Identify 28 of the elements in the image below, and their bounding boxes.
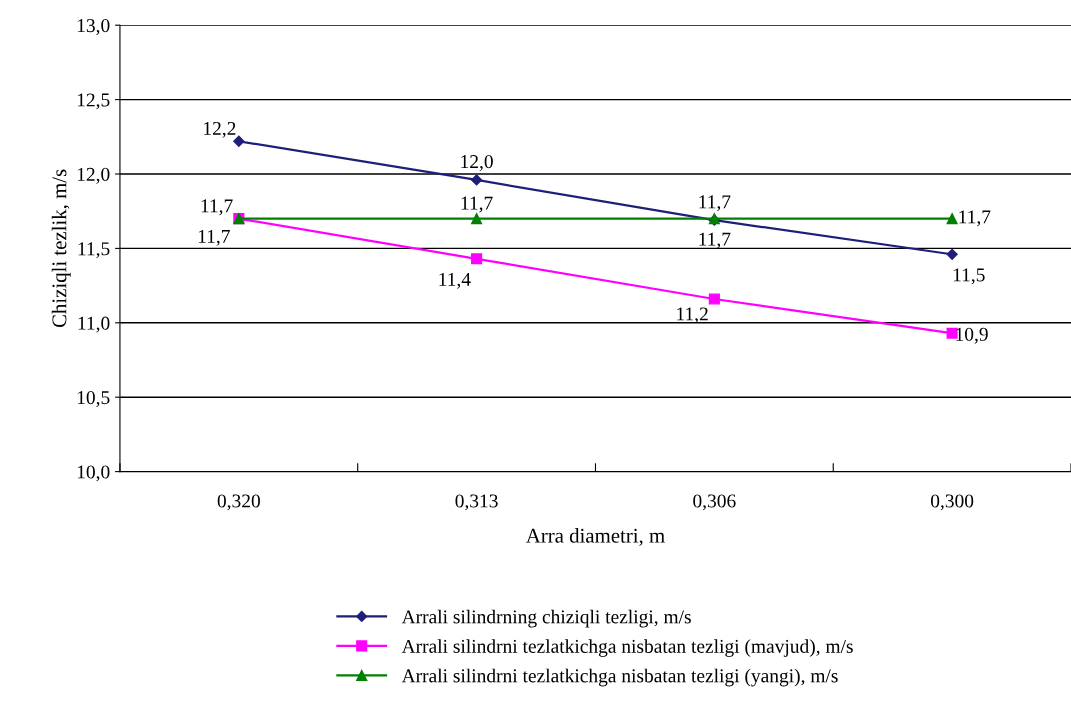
data-label: 11,7 [461,196,493,213]
y-tick-label: 10,5 [77,391,110,407]
data-label: 11,7 [699,195,731,212]
data-label: 11,2 [677,307,708,324]
legend-label: Arrali silindrning chiziqli tezligi, m/s [401,609,691,628]
x-axis-title: Arra diametri, m [525,528,665,546]
data-label: 11,7 [699,232,731,249]
data-label: 11,7 [198,229,230,246]
x-tick-label: 0,313 [455,494,498,511]
data-label: 11,4 [439,272,471,289]
data-label: 11,7 [959,210,991,227]
legend-label: Arrali silindrni tezlatkichga nisbatan tezligi (mavjud), m/s [401,639,853,657]
y-tick-label: 13,0 [77,19,110,35]
y-tick-label: 11,5 [78,242,110,259]
x-tick-label: 0,300 [930,494,974,511]
y-tick-label: 11,0 [78,316,110,333]
data-label: 12,0 [461,155,493,171]
y-tick-label: 12,0 [77,167,110,184]
data-label: 11,7 [201,199,233,216]
x-tick-label: 0,306 [693,494,736,511]
data-label: 10,9 [956,327,988,344]
data-label: 11,5 [953,268,985,285]
y-tick-label: 12,5 [77,93,110,110]
x-tick-label: 0,320 [217,494,260,511]
y-tick-label: 10,0 [77,465,110,482]
data-label: 12,2 [204,121,236,138]
legend-label: Arrali silindrni tezlatkichga nisbatan tezligi (yangi), m/s [401,668,838,687]
y-axis-title: Chiziqli tezlik, m/s [51,169,71,328]
